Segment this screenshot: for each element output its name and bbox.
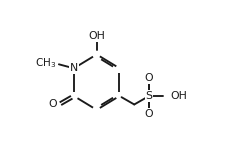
Text: O: O [49,99,57,109]
Text: O: O [145,109,153,119]
Text: OH: OH [170,91,187,101]
Text: S: S [146,91,153,101]
Text: OH: OH [88,31,105,41]
Text: N: N [70,63,78,73]
Text: O: O [145,73,153,83]
Text: CH$_3$: CH$_3$ [35,57,56,70]
